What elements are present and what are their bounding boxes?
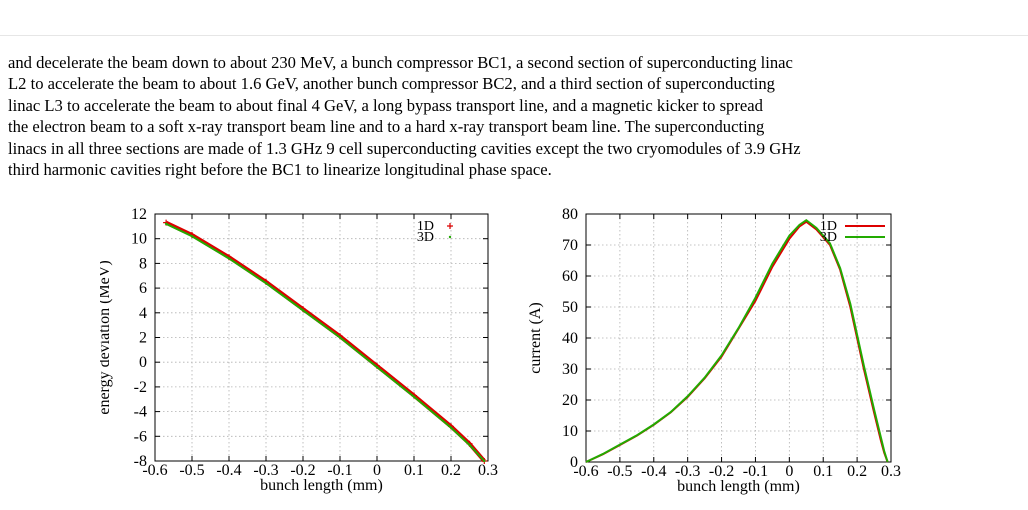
paragraph-line: linacs in all three sections are made of…	[8, 138, 801, 158]
energy-x-tick-label: -0.4	[216, 462, 241, 479]
energy-data-point-3d	[190, 235, 194, 238]
energy-data-point-3d	[412, 395, 416, 398]
energy-y-tick-label: -2	[134, 379, 147, 396]
current-y-tick-label: 60	[562, 268, 578, 285]
current-profile-chart: -0.6 -0.5 -0.4 -0.3 -0.2 -0.1 0 0.1 0.2 0.3 0 10 20 3…	[527, 206, 901, 495]
energy-data-point-3d	[483, 459, 486, 463]
energy-legend-label: 1D	[417, 219, 434, 234]
paragraph-line: L2 to accelerate the beam to about 1.6 G…	[8, 74, 775, 94]
energy-data-point-3d	[468, 443, 471, 447]
energy-legend-marker	[448, 235, 452, 239]
paragraph-line: and decelerate the beam down to about 23…	[8, 53, 793, 72]
current-series-1d-line	[585, 220, 889, 463]
energy-deviation-chart: -0.6 -0.5 -0.4 -0.3 -0.2 -0.1 0 0.1 0.2 0.3 -8 -6 -4…	[100, 206, 498, 494]
energy-x-tick-label: -0.5	[179, 462, 204, 479]
current-x-tick-label: 0.3	[881, 463, 901, 480]
current-x-tick-label: 0	[785, 463, 793, 480]
current-y-tick-label: 10	[562, 423, 578, 440]
current-y-tick-label: 50	[562, 299, 578, 316]
current-x-tick-label: -0.5	[607, 463, 632, 480]
current-x-tick-label: -0.3	[675, 463, 700, 480]
energy-data-point-3d	[301, 309, 305, 312]
energy-data-point-3d	[264, 281, 268, 285]
energy-y-tick-label: 6	[139, 280, 147, 297]
energy-data-point-3d	[227, 257, 231, 260]
energy-x-tick-label: -0.2	[290, 462, 315, 479]
energy-legend-label: 3D	[417, 230, 434, 245]
energy-y-tick-label: 12	[131, 206, 147, 223]
current-y-axis-label: current (A)	[527, 302, 544, 374]
energy-y-tick-label: 2	[139, 330, 147, 347]
current-y-tick-label: 40	[562, 330, 578, 347]
body-paragraph: and decelerate the beam down to about 23…	[8, 52, 1020, 180]
current-y-tick-label: 80	[562, 206, 578, 223]
energy-y-axis-label: energy deviation (MeV)	[100, 260, 113, 414]
energy-x-axis-label: bunch length (mm)	[260, 477, 383, 494]
energy-data-point-3d	[449, 426, 453, 429]
current-y-tick-label: 70	[562, 237, 578, 254]
energy-data-point-3d	[375, 365, 379, 369]
current-x-axis-label: bunch length (mm)	[677, 478, 800, 495]
energy-data-point-3d	[338, 336, 342, 339]
current-x-tick-label: -0.6	[573, 463, 598, 480]
energy-plot-frame	[154, 213, 489, 462]
current-x-tick-label: -0.2	[709, 463, 734, 480]
paragraph-line: the electron beam to a soft x-ray transp…	[8, 117, 765, 137]
current-series-3d-line	[585, 218, 889, 463]
current-x-tick-label: -0.1	[743, 463, 768, 480]
energy-series-3d-line	[165, 222, 486, 462]
energy-x-tick-label: 0.3	[478, 462, 498, 479]
energy-y-tick-label: 0	[139, 354, 147, 371]
current-x-tick-label: 0.2	[847, 463, 867, 480]
current-x-tick-label: 0.1	[813, 463, 833, 480]
header-rule	[0, 35, 1028, 36]
energy-x-tick-label: 0.1	[404, 462, 424, 479]
energy-legend-marker	[447, 223, 453, 229]
energy-y-tick-label: 8	[139, 255, 147, 272]
current-legend-label: 3D	[820, 230, 837, 245]
current-y-tick-label: 0	[570, 454, 578, 471]
energy-x-tick-label: -0.1	[327, 462, 352, 479]
paragraph-line: third harmonic cavities right before the…	[8, 160, 552, 180]
energy-y-tick-label: 10	[131, 231, 147, 248]
energy-y-tick-label: -4	[134, 404, 147, 421]
energy-series-1d-line	[165, 220, 486, 463]
paragraph-line: linac L3 to accelerate the beam to about…	[8, 95, 763, 115]
energy-x-tick-label: 0	[373, 462, 381, 479]
current-x-tick-label: -0.4	[641, 463, 666, 480]
current-legend-label: 1D	[820, 219, 837, 234]
energy-y-tick-label: 4	[139, 305, 147, 322]
current-y-tick-label: 30	[562, 361, 578, 378]
energy-x-tick-label: 0.2	[441, 462, 461, 479]
energy-x-tick-label: -0.6	[142, 462, 167, 479]
energy-y-tick-label: -6	[134, 428, 147, 445]
energy-x-tick-label: -0.3	[253, 462, 278, 479]
energy-data-point-3d	[164, 222, 168, 226]
energy-y-tick-label: -8	[134, 453, 147, 470]
current-y-tick-label: 20	[562, 392, 578, 409]
